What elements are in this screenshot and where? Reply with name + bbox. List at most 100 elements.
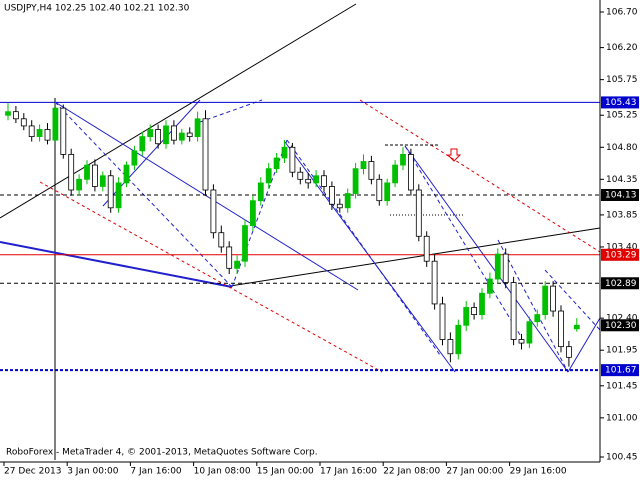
candle-body (502, 253, 509, 283)
candle-body (558, 310, 564, 348)
candle-body (234, 260, 241, 269)
candle-body (297, 171, 304, 180)
x-tick-label: 27 Jan 00:00 (446, 467, 503, 477)
candle-body (139, 136, 146, 152)
y-tick-label: 104.80 (606, 143, 638, 153)
candle-body (400, 153, 406, 166)
trendline (39, 181, 383, 373)
candle-body (447, 339, 454, 355)
candle-body (573, 324, 580, 330)
x-tick-label: 10 Jan 08:00 (194, 467, 251, 477)
candle-body (344, 193, 351, 209)
candle-body (186, 132, 193, 137)
price-label-box (601, 364, 639, 377)
x-tick-label: 15 Jan 00:00 (257, 467, 314, 477)
candle-body (336, 203, 343, 209)
x-tick-label: 7 Jan 16:00 (130, 467, 182, 477)
candle-body (273, 157, 280, 170)
trendline (199, 99, 263, 123)
candle-body (36, 129, 43, 137)
trendline (404, 145, 521, 336)
candle-body (479, 292, 485, 315)
candle-body (218, 232, 225, 248)
candle-body (147, 129, 154, 137)
candle-body (131, 150, 138, 166)
price-label: 105.43 (605, 98, 637, 108)
y-tick-label: 105.75 (606, 75, 638, 85)
candle-body (463, 307, 470, 326)
candle-body (92, 164, 98, 187)
watermark: RoboForex - MetaTrader 4, © 2001-2013, M… (6, 448, 318, 458)
candle-body (376, 178, 383, 202)
price-label: 104.13 (605, 190, 637, 200)
candle-body (455, 324, 462, 355)
candle-body (328, 186, 335, 205)
trendline (54, 101, 359, 291)
candle-body (407, 153, 414, 191)
candle-body (423, 235, 430, 262)
price-label: 102.30 (605, 321, 637, 331)
y-tick-label: 101.95 (606, 346, 638, 356)
candle-body (550, 285, 556, 312)
candle-body (415, 189, 422, 237)
candle-body (305, 178, 312, 184)
candle-body (99, 175, 106, 187)
candle-body (431, 260, 438, 305)
candle-body (257, 182, 264, 202)
candle-body (542, 285, 549, 315)
y-tick-label: 101.00 (606, 413, 638, 423)
trendline (567, 317, 601, 373)
y-tick-label: 105.25 (606, 111, 638, 121)
candle-body (281, 146, 288, 159)
candle-body (68, 153, 75, 191)
price-label-box (601, 319, 639, 332)
price-label: 102.89 (605, 279, 637, 289)
x-tick-label: 27 Dec 2013 (4, 467, 62, 477)
candle-body (384, 182, 391, 202)
candle-body (52, 107, 59, 141)
trendline (229, 227, 601, 287)
candle-body (226, 246, 233, 269)
trendline (286, 139, 441, 356)
candle-body (526, 321, 533, 344)
x-tick-label: 3 Jan 00:00 (67, 467, 119, 477)
tick-layer: 106.70 106.20 105.75 105.25 104.80 104.35 103.… (600, 8, 638, 463)
chart-title: USDJPY,H4 102.25 102.40 102.21 102.30 (4, 4, 190, 14)
price-label-box (601, 277, 639, 290)
candle-body (439, 303, 446, 340)
y-tick-label: 102.40 (606, 314, 638, 324)
candle-body (313, 175, 320, 184)
candle-body (123, 164, 130, 184)
trendline (0, 3, 357, 219)
candle-body (170, 125, 177, 141)
x-tick-label: 29 Jan 16:00 (510, 467, 567, 477)
price-label-box (601, 248, 639, 261)
candle-body (20, 118, 27, 127)
price-label: 101.67 (605, 366, 637, 376)
price-label-box (601, 96, 639, 109)
y-tick-label: 103.85 (606, 210, 638, 220)
y-tick-label: 106.70 (606, 8, 638, 18)
y-tick-label: 100.45 (606, 453, 638, 463)
trendline (404, 145, 569, 373)
x-axis: 27 Dec 2013 3 Jan 00:00 7 Jan 16:00 10 Jan … (3, 462, 567, 477)
y-tick-label: 101.45 (606, 381, 638, 391)
candle-body (534, 314, 541, 323)
candle-body (242, 225, 248, 262)
candle-body (202, 118, 209, 191)
x-tick-label: 22 Jan 08:00 (383, 467, 440, 477)
candle-body (84, 164, 90, 180)
candle-body (76, 178, 82, 191)
trendline (359, 99, 601, 253)
trendline (231, 139, 288, 288)
candle-body (510, 282, 517, 340)
candle-body (155, 129, 162, 145)
candle-body (178, 132, 185, 141)
candle-body (210, 189, 217, 234)
price-label: 103.29 (605, 250, 637, 260)
price-label-box (601, 188, 639, 201)
candle-body (368, 161, 375, 180)
candle-body (486, 278, 493, 294)
